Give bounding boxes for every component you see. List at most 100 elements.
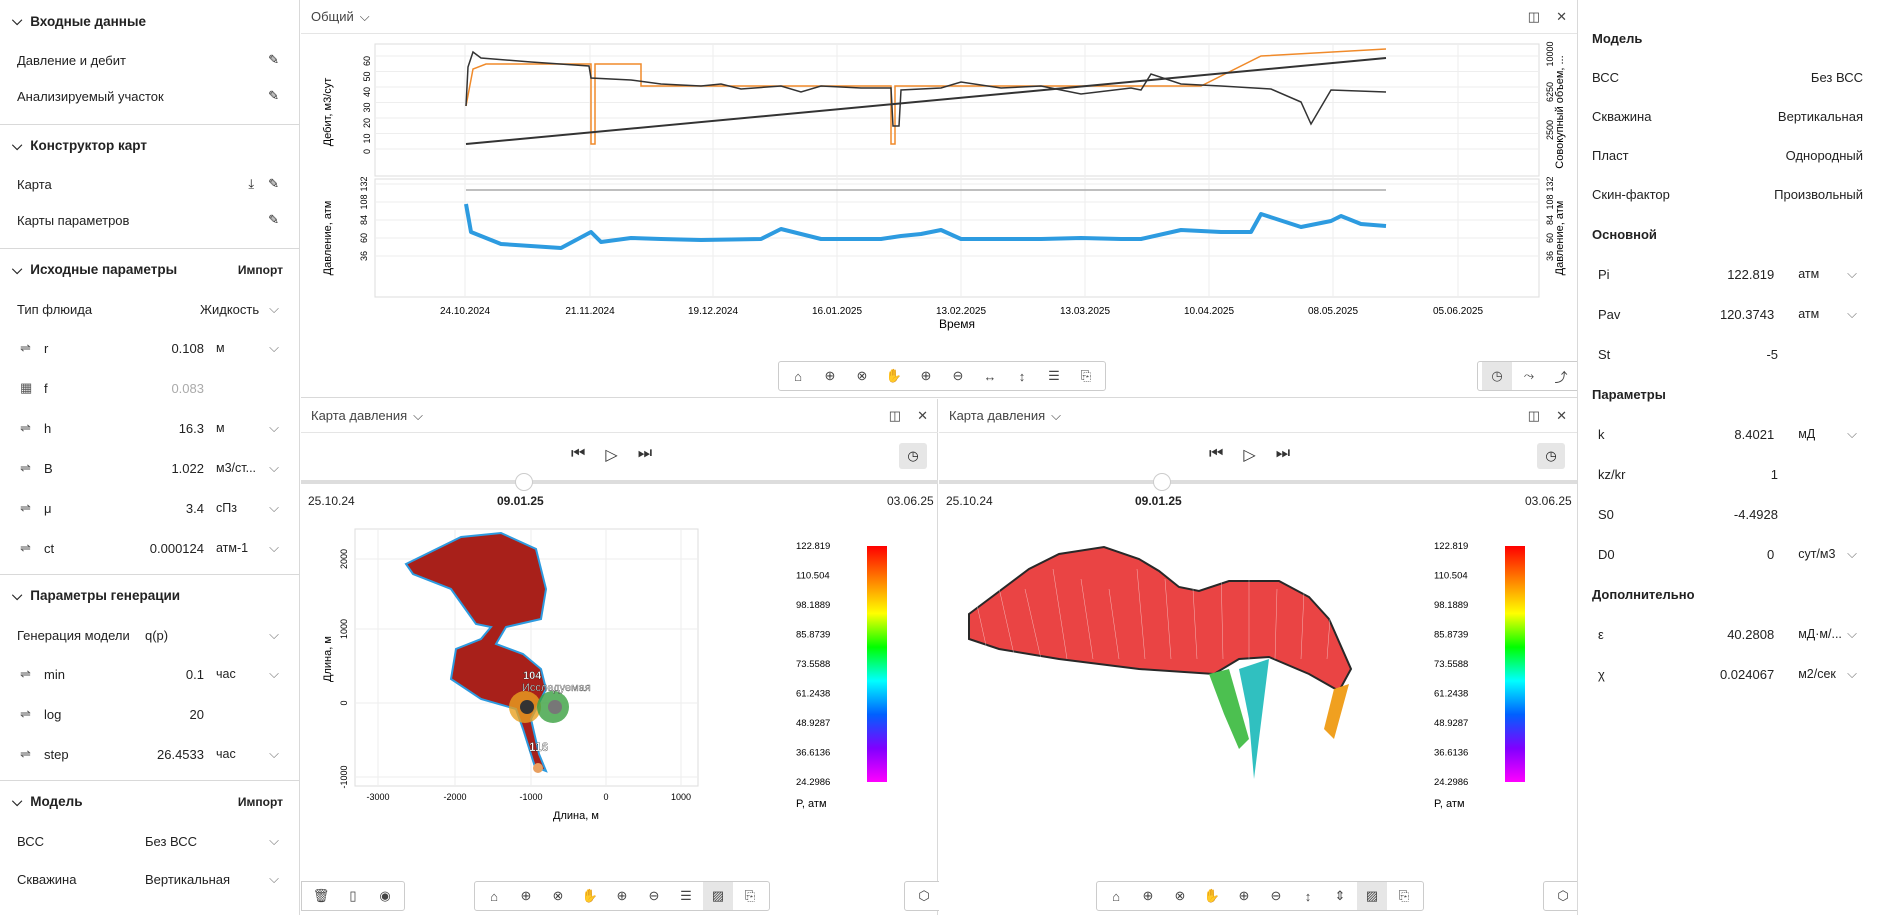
sliders-icon[interactable]: ⇌ (20, 540, 31, 555)
clock-icon[interactable]: ◷ (1482, 362, 1512, 390)
sliders-icon[interactable]: ⇌ (20, 500, 31, 515)
close-icon[interactable]: ✕ (1556, 407, 1567, 423)
chevron-down-icon[interactable]: ⌵ (1847, 306, 1857, 321)
param-row-3[interactable]: ⇌ B 1.022 м3/ст... ⌵ (0, 448, 299, 488)
import-button[interactable]: Импорт (237, 794, 283, 809)
model-row[interactable]: Скин-фактор Произвольный (1592, 187, 1863, 202)
chevron-down-icon[interactable]: ⌵ (1847, 626, 1857, 641)
sliders-icon[interactable]: ⇌ (20, 746, 31, 761)
model-row[interactable]: ВСС Без ВСС (1592, 70, 1863, 85)
fit-x-icon[interactable]: ↔ (983, 368, 997, 384)
dock-icon[interactable]: ◫ (888, 407, 902, 423)
clock-icon[interactable]: ◷ (899, 443, 927, 469)
dock-icon[interactable]: ◫ (1527, 407, 1541, 423)
curve-icon[interactable]: ⤴ (1554, 369, 1568, 385)
model-vss-row[interactable]: ВСС Без ВСС ⌵ (17, 833, 279, 849)
map2-title-dropdown[interactable]: Карта давления (949, 408, 1046, 423)
image-icon[interactable]: ▨ (703, 882, 733, 910)
chevron-down-icon[interactable]: ⌵ (1847, 546, 1857, 561)
export-icon[interactable]: ⎘ (1080, 368, 1092, 383)
param-value[interactable]: 16.3 (178, 420, 204, 436)
param-row-1[interactable]: ⇌ log 20 (0, 694, 299, 734)
export-icon[interactable]: ⎘ (744, 888, 756, 903)
dock-icon[interactable]: ◫ (1527, 8, 1541, 24)
play-icon[interactable]: ▷ (605, 447, 618, 464)
compress-icon[interactable]: ⇕ (1334, 888, 1346, 903)
pan-icon[interactable]: ✋ (581, 888, 599, 903)
time-slider-handle[interactable] (1153, 473, 1171, 491)
list-icon[interactable]: ☰ (680, 888, 692, 903)
chevron-down-icon[interactable]: ⌵ (269, 540, 279, 555)
add-point-icon[interactable]: ⊕ (520, 888, 532, 903)
chevron-down-icon[interactable]: ⌵ (269, 460, 279, 475)
section-model-header[interactable]: ⌵ Модель Импорт (0, 780, 299, 822)
time-slider-track[interactable] (301, 480, 938, 484)
cube-icon[interactable]: ⬡ (918, 888, 930, 903)
map1-title-dropdown[interactable]: Карта давления (311, 408, 408, 423)
param-row-4[interactable]: ⇌ μ 3.4 сПз ⌵ (0, 488, 299, 528)
chevron-down-icon[interactable]: ⌵ (269, 746, 279, 761)
chevron-down-icon[interactable]: ⌵ (269, 420, 279, 435)
sliders-icon[interactable]: ⇌ (20, 666, 31, 681)
chevron-down-icon[interactable]: ⌵ (1051, 407, 1061, 423)
param-row[interactable]: S0 -4.4928 (1598, 506, 1778, 522)
gen-model-row[interactable]: Генерация модели q(p) ⌵ (17, 627, 279, 643)
param-value[interactable]: 0.108 (171, 340, 204, 356)
section-gen-header[interactable]: ⌵ Параметры генерации (0, 574, 299, 616)
input-pressure-rate[interactable]: Давление и дебит ✎ (17, 52, 279, 68)
eye-icon[interactable]: ◉ (379, 888, 391, 903)
fit-y-icon[interactable]: ↕ (1304, 888, 1312, 904)
param-row-0[interactable]: ⇌ r 0.108 м ⌵ (0, 328, 299, 368)
constructor-param-maps[interactable]: Карты параметров ✎ (17, 212, 279, 228)
add-point-icon[interactable]: ⊕ (1142, 888, 1154, 903)
close-icon[interactable]: ✕ (917, 407, 928, 423)
param-row[interactable]: kz/kr 1 (1598, 466, 1778, 482)
step-forward-icon[interactable]: ⏭ (1275, 445, 1291, 462)
param-row-0[interactable]: ⇌ min 0.1 час ⌵ (0, 654, 299, 694)
param-row-5[interactable]: ⇌ ct 0.000124 атм-1 ⌵ (0, 528, 299, 568)
zoom-in-icon[interactable]: ⊕ (920, 368, 932, 383)
chevron-down-icon[interactable]: ⌵ (269, 666, 279, 681)
add-point-icon[interactable]: ⊕ (824, 368, 836, 383)
param-row[interactable]: k 8.4021 мД ⌵ (1598, 426, 1857, 442)
param-row[interactable]: Pi 122.819 атм ⌵ (1598, 266, 1857, 282)
section-constructor-header[interactable]: ⌵ Конструктор карт (0, 124, 299, 166)
param-row-2[interactable]: ⇌ step 26.4533 час ⌵ (0, 734, 299, 774)
sliders-icon[interactable]: ⇌ (20, 340, 31, 355)
param-row-1[interactable]: ▦ f 0.083 (0, 368, 299, 408)
zoom-out-icon[interactable]: ⊖ (952, 368, 964, 383)
param-value[interactable]: 26.4533 (157, 746, 204, 762)
input-analyzed-section[interactable]: Анализируемый участок ✎ (17, 88, 279, 104)
pencil-icon[interactable]: ✎ (268, 176, 279, 191)
chart-title-dropdown[interactable]: Общий (311, 9, 354, 24)
home-icon[interactable]: ⌂ (1112, 888, 1120, 904)
zoom-out-icon[interactable]: ⊖ (648, 888, 660, 903)
param-value[interactable]: 0.083 (171, 380, 204, 396)
chevron-down-icon[interactable]: ⌵ (359, 8, 370, 24)
param-value[interactable]: 0.1 (185, 666, 204, 682)
remove-point-icon[interactable]: ⊗ (1174, 888, 1186, 903)
fit-y-icon[interactable]: ↕ (1018, 368, 1026, 384)
map-icon[interactable]: ▦ (20, 380, 33, 395)
param-value[interactable]: 1.022 (171, 460, 204, 476)
param-value[interactable]: 20 (189, 706, 204, 722)
section-input-header[interactable]: ⌵ Входные данные (12, 13, 146, 29)
export-icon[interactable]: ⎘ (1398, 888, 1410, 903)
param-row[interactable]: D0 0 сут/м3 ⌵ (1598, 546, 1857, 562)
import-button[interactable]: Импорт (237, 262, 283, 277)
sliders-icon[interactable]: ⇌ (20, 706, 31, 721)
pan-icon[interactable]: ✋ (885, 368, 903, 383)
time-slider-track[interactable] (939, 480, 1577, 484)
param-row-2[interactable]: ⇌ h 16.3 м ⌵ (0, 408, 299, 448)
trash-icon[interactable]: 🗑 (312, 888, 330, 903)
chevron-down-icon[interactable]: ⌵ (269, 500, 279, 515)
param-row[interactable]: Pav 120.3743 атм ⌵ (1598, 306, 1857, 322)
remove-point-icon[interactable]: ⊗ (856, 368, 868, 383)
param-row[interactable]: ε 40.2808 мД·м/... ⌵ (1598, 626, 1857, 642)
pencil-icon[interactable]: ✎ (268, 52, 279, 67)
sliders-icon[interactable]: ⇌ (20, 420, 31, 435)
chevron-down-icon[interactable]: ⌵ (269, 340, 279, 355)
constructor-map[interactable]: Карта ⤓ ✎ (17, 176, 279, 192)
sliders-icon[interactable]: ⇌ (20, 460, 31, 475)
download-icon[interactable]: ⤓ (248, 176, 255, 191)
